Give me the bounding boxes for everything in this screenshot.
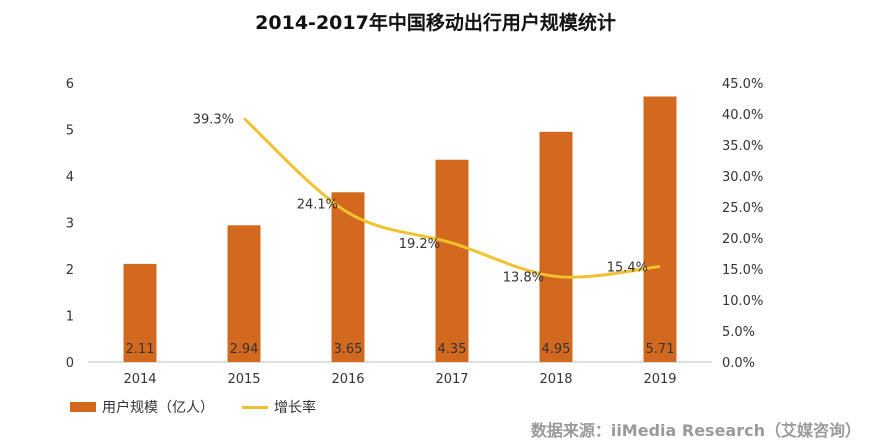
growth-line	[242, 117, 661, 279]
legend-line-swatch	[242, 405, 268, 409]
y-right-tick-label: 5.0%	[722, 325, 755, 340]
x-tick-label: 2018	[539, 372, 572, 387]
bar-value-label: 2.11	[126, 342, 155, 357]
bar	[227, 225, 261, 362]
y-left-tick-label: 4	[66, 170, 74, 185]
x-tick-label: 2019	[643, 372, 676, 387]
x-tick-label: 2015	[227, 372, 260, 387]
bar-value-label: 5.71	[646, 342, 675, 357]
y-right-tick-label: 40.0%	[722, 108, 763, 123]
y-left-tick-label: 5	[66, 124, 74, 139]
x-tick-label: 2016	[331, 372, 364, 387]
source-note: 数据来源：iiMedia Research（艾媒咨询）	[530, 421, 861, 440]
chart-title: 2014-2017年中国移动出行用户规模统计	[255, 12, 616, 34]
y-left-tick-label: 3	[66, 217, 74, 232]
y-right-tick-label: 15.0%	[722, 263, 763, 278]
bar-value-label: 4.95	[542, 342, 571, 357]
y-right-tick-label: 25.0%	[722, 201, 763, 216]
bar	[331, 192, 365, 362]
growth-value-label: 39.3%	[193, 112, 234, 127]
growth-value-label: 13.8%	[503, 270, 544, 285]
bar	[643, 96, 677, 363]
x-tick-label: 2017	[435, 372, 468, 387]
bar-value-label: 3.65	[334, 342, 363, 357]
y-left-tick-label: 1	[66, 310, 74, 325]
bar	[435, 159, 469, 362]
y-left-tick-label: 6	[66, 77, 74, 92]
legend: 用户规模（亿人） 增长率	[70, 397, 316, 417]
y-right-tick-label: 20.0%	[722, 232, 763, 247]
y-right-tick-label: 0.0%	[722, 356, 755, 371]
bar-value-label: 2.94	[230, 342, 259, 357]
legend-line-label: 增长率	[274, 400, 316, 416]
growth-value-label: 24.1%	[297, 198, 338, 213]
bar	[123, 263, 157, 362]
x-tick-label: 2014	[123, 372, 156, 387]
growth-value-label: 19.2%	[399, 237, 440, 252]
growth-value-label: 15.4%	[607, 261, 648, 276]
bar	[539, 131, 573, 362]
y-right-tick-label: 30.0%	[722, 170, 763, 185]
y-left-tick-label: 0	[66, 356, 74, 371]
y-right-tick-label: 45.0%	[722, 77, 763, 92]
y-right-tick-label: 35.0%	[722, 139, 763, 154]
legend-bar-swatch	[70, 402, 96, 412]
bar-value-label: 4.35	[438, 342, 467, 357]
legend-bar-label: 用户规模（亿人）	[102, 400, 214, 416]
y-right-tick-label: 10.0%	[722, 294, 763, 309]
y-left-tick-label: 2	[66, 263, 74, 278]
